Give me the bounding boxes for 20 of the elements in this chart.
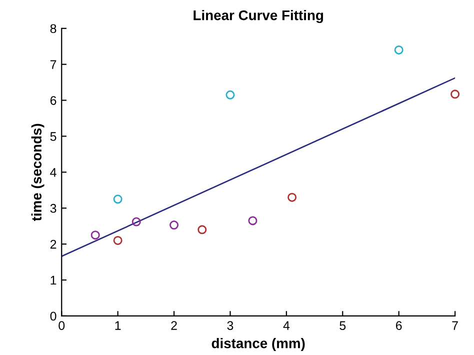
y-tick-label: 5 xyxy=(50,132,56,141)
x-axis-title: distance (mm) xyxy=(212,338,305,351)
y-tick-label: 0 xyxy=(50,312,56,321)
x-tick-label: 1 xyxy=(115,321,121,330)
x-tick-label: 7 xyxy=(452,321,458,330)
x-tick-label: 2 xyxy=(171,321,177,330)
y-tick-label: 7 xyxy=(50,60,56,69)
x-tick-label: 5 xyxy=(340,321,346,330)
x-tick-label: 0 xyxy=(58,321,65,330)
y-tick-label: 1 xyxy=(50,276,56,285)
y-tick-label: 3 xyxy=(50,204,56,213)
y-axis-title: time (seconds) xyxy=(31,124,44,222)
y-tick-label: 6 xyxy=(50,96,56,105)
chart-title: Linear Curve Fitting xyxy=(194,10,323,24)
x-tick-label: 6 xyxy=(396,321,402,330)
x-tick-label: 4 xyxy=(283,321,290,330)
y-tick-label: 8 xyxy=(50,24,56,34)
y-tick-label: 2 xyxy=(50,240,56,249)
y-tick-label: 4 xyxy=(50,168,56,177)
x-tick-label: 3 xyxy=(227,321,234,330)
